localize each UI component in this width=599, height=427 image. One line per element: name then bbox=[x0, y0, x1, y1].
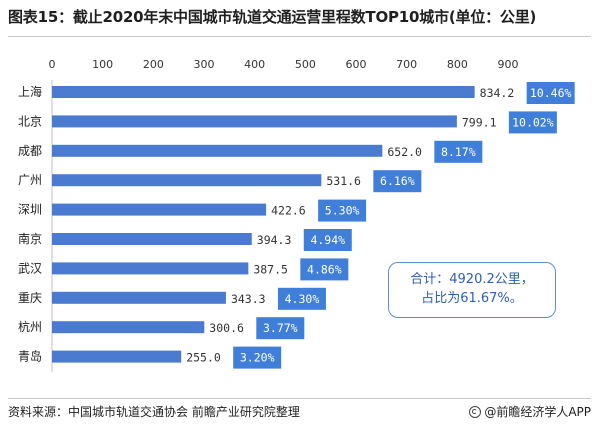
category-label: 重庆 bbox=[18, 291, 42, 305]
share-badge bbox=[434, 140, 483, 163]
share-label: 8.17% bbox=[441, 145, 476, 159]
value-label: 343.3 bbox=[231, 292, 266, 306]
x-tick-label: 600 bbox=[346, 58, 367, 71]
category-label: 北京 bbox=[18, 114, 42, 128]
value-label: 531.6 bbox=[326, 174, 361, 188]
x-tick-label: 700 bbox=[396, 58, 417, 71]
chart-title: 图表15：截止2020年末中国城市轨道交通运营里程数TOP10城市(单位：公里) bbox=[8, 8, 537, 26]
total-callout: 合计：4920.2公里， 占比为61.67%。 bbox=[388, 262, 556, 318]
x-tick-label: 500 bbox=[295, 58, 316, 71]
value-label: 300.6 bbox=[209, 321, 244, 335]
value-label: 652.0 bbox=[387, 145, 422, 159]
value-label: 799.1 bbox=[462, 115, 497, 129]
category-label: 深圳 bbox=[18, 203, 42, 217]
brand-text: @前瞻经济学人APP bbox=[484, 405, 591, 419]
share-label: 3.77% bbox=[263, 321, 298, 335]
x-tick-label: 400 bbox=[244, 58, 265, 71]
share-label: 3.20% bbox=[240, 351, 275, 365]
share-badge bbox=[256, 317, 305, 340]
share-label: 4.94% bbox=[310, 233, 345, 247]
bar bbox=[52, 174, 322, 187]
callout-share-text: 占比为61.67%。 bbox=[421, 291, 523, 306]
x-tick-label: 300 bbox=[194, 58, 215, 71]
x-tick-label: 0 bbox=[49, 58, 56, 71]
category-label: 广州 bbox=[18, 173, 42, 187]
bar bbox=[52, 86, 475, 98]
category-label: 杭州 bbox=[18, 319, 42, 334]
x-tick-label: 800 bbox=[447, 58, 468, 71]
callout-total-text: 合计：4920.2公里， bbox=[410, 272, 534, 287]
share-label: 5.30% bbox=[325, 204, 360, 218]
share-label: 10.46% bbox=[530, 86, 572, 100]
bar bbox=[52, 321, 205, 334]
x-tick-label: 100 bbox=[92, 58, 113, 71]
share-label: 4.86% bbox=[307, 262, 342, 276]
bar bbox=[52, 144, 383, 157]
share-label: 10.02% bbox=[512, 115, 554, 129]
footer-divider bbox=[8, 398, 591, 399]
category-label: 武汉 bbox=[18, 261, 42, 275]
share-badge bbox=[300, 258, 349, 281]
share-label: 6.16% bbox=[380, 174, 415, 188]
share-label: 4.30% bbox=[285, 292, 320, 306]
value-label: 834.2 bbox=[480, 86, 515, 100]
x-tick-label: 200 bbox=[143, 58, 164, 71]
share-badge bbox=[508, 111, 557, 134]
share-badge bbox=[303, 229, 352, 251]
bar bbox=[52, 203, 267, 216]
value-label: 422.6 bbox=[271, 204, 306, 218]
brand-mark: @前瞻经济学人APP bbox=[469, 403, 591, 420]
category-label: 成都 bbox=[18, 144, 42, 158]
bar bbox=[52, 233, 252, 245]
source-note: 资料来源：中国城市轨道交通协会 前瞻产业研究院整理 bbox=[8, 405, 300, 419]
bar bbox=[52, 262, 249, 275]
category-label: 青岛 bbox=[18, 349, 42, 364]
share-badge bbox=[277, 287, 326, 310]
category-label: 南京 bbox=[18, 231, 42, 246]
title-divider bbox=[8, 36, 591, 37]
value-label: 255.0 bbox=[186, 351, 221, 365]
bar bbox=[52, 291, 226, 304]
x-tick-label: 900 bbox=[498, 58, 519, 71]
brand-logo-icon bbox=[469, 405, 482, 418]
share-badge bbox=[526, 82, 575, 104]
share-badge bbox=[318, 199, 367, 222]
bar bbox=[52, 115, 457, 128]
share-badge bbox=[373, 170, 422, 193]
value-label: 394.3 bbox=[257, 233, 292, 247]
category-label: 上海 bbox=[18, 84, 42, 99]
bar bbox=[52, 350, 182, 363]
value-label: 387.5 bbox=[253, 262, 288, 276]
share-badge bbox=[233, 346, 282, 369]
